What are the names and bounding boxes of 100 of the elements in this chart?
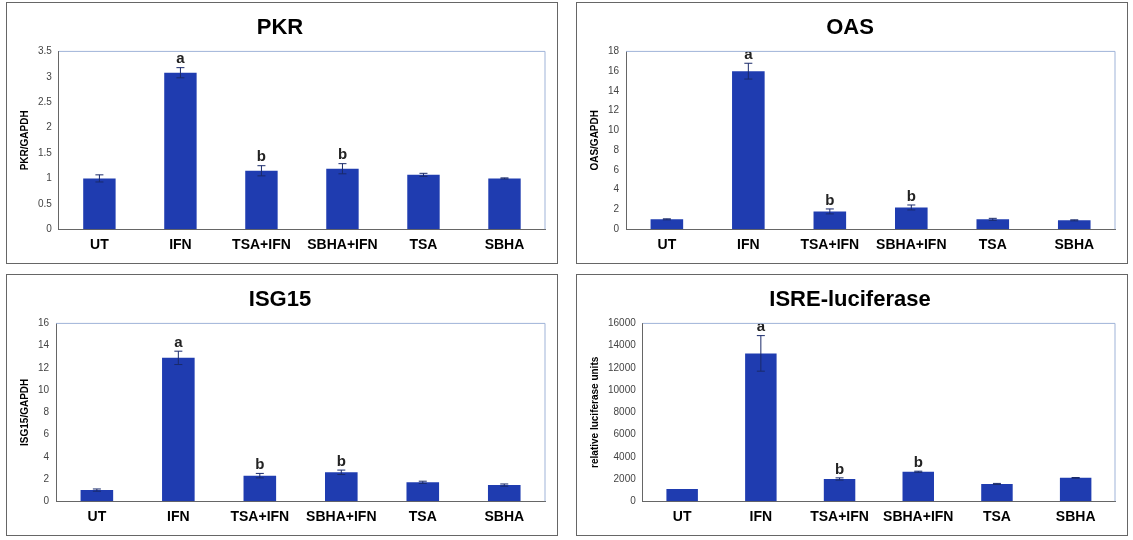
- x-tick-label: SBHA: [484, 508, 525, 525]
- x-tick-label: SBHA+IFN: [876, 236, 947, 253]
- y-tick-label: 6: [43, 428, 50, 440]
- x-tick-label: UT: [87, 508, 107, 525]
- chart-title: ISRE-luciferase: [769, 286, 931, 312]
- y-tick-label: 18: [608, 45, 620, 57]
- x-tick-label: SBHA: [484, 236, 525, 253]
- bar: [164, 72, 197, 230]
- bar: [666, 488, 698, 502]
- y-tick-label: 3: [46, 70, 53, 82]
- bar: [1059, 477, 1092, 502]
- x-tick-label: TSA: [978, 236, 1007, 253]
- y-tick-label: 16000: [608, 317, 637, 329]
- x-tick-label: SBHA+IFN: [883, 508, 954, 525]
- annotation: b: [336, 451, 346, 469]
- y-tick-label: 14: [38, 339, 50, 351]
- y-tick-label: 3.5: [38, 45, 53, 57]
- annotation: a: [176, 49, 186, 67]
- y-tick-label: 14: [608, 84, 620, 96]
- y-axis-title: relative luciferase units: [588, 356, 600, 468]
- x-tick-label: SBHA: [1054, 236, 1095, 253]
- bar: [981, 483, 1013, 502]
- annotation: b: [255, 455, 265, 473]
- bar: [487, 485, 521, 502]
- annotation: b: [256, 147, 267, 165]
- y-tick-label: 1: [46, 172, 53, 184]
- x-tick-label: SBHA+IFN: [306, 508, 377, 525]
- bar: [406, 482, 440, 502]
- y-tick-label: 0: [630, 494, 637, 506]
- bar: [823, 478, 856, 502]
- y-tick-label: 8: [43, 406, 50, 418]
- y-tick-label: 10000: [608, 383, 637, 395]
- y-tick-label: 8: [613, 143, 620, 155]
- x-tick-label: TSA+IFN: [230, 508, 290, 525]
- y-tick-label: 6000: [613, 428, 637, 440]
- x-tick-label: IFN: [167, 508, 190, 525]
- x-tick-label: TSA+IFN: [800, 236, 860, 253]
- x-tick-label: TSA+IFN: [810, 508, 869, 525]
- y-tick-label: 10: [38, 383, 50, 395]
- y-tick-label: 2.5: [38, 95, 53, 107]
- bar: [976, 219, 1010, 230]
- bar: [407, 174, 440, 230]
- y-tick-label: 2: [46, 121, 53, 133]
- bar: [488, 178, 521, 230]
- x-tick-label: SBHA: [1055, 508, 1096, 525]
- x-tick-label: TSA+IFN: [232, 236, 291, 253]
- y-tick-label: 2: [613, 203, 620, 215]
- y-tick-label: 2: [43, 472, 50, 484]
- bar: [325, 472, 358, 502]
- y-tick-label: 4: [43, 450, 50, 462]
- bar: [895, 207, 928, 230]
- bar: [732, 71, 765, 230]
- bar: [745, 353, 777, 502]
- x-tick-label: TSA: [982, 508, 1011, 525]
- annotation: a: [756, 317, 766, 335]
- y-tick-label: 0: [613, 222, 620, 234]
- y-tick-label: 14000: [608, 339, 637, 351]
- x-tick-label: UT: [672, 508, 692, 525]
- x-tick-label: IFN: [737, 236, 760, 253]
- chart-title: PKR: [256, 14, 304, 40]
- bar: [83, 178, 116, 230]
- y-tick-label: 16: [38, 317, 50, 329]
- y-axis-title: ISG15/GAPDH: [18, 378, 30, 446]
- annotation: b: [825, 190, 835, 208]
- bar: [326, 168, 359, 230]
- annotation: a: [744, 44, 754, 62]
- y-tick-label: 0.5: [38, 197, 53, 209]
- chart-title: OAS: [826, 14, 874, 40]
- bar: [650, 219, 684, 230]
- y-tick-label: 12: [38, 361, 50, 373]
- y-tick-label: 16: [608, 64, 620, 76]
- annotation: b: [337, 145, 348, 163]
- x-tick-label: UT: [657, 236, 677, 253]
- chart-title: ISG15: [248, 286, 312, 312]
- y-tick-label: 6: [613, 163, 620, 175]
- y-tick-label: 2000: [613, 472, 637, 484]
- x-tick-label: IFN: [749, 508, 773, 525]
- bar: [162, 357, 195, 502]
- bar: [902, 471, 934, 502]
- bar: [80, 490, 114, 502]
- annotation: b: [906, 186, 916, 204]
- y-tick-label: 8000: [613, 406, 637, 418]
- annotation: b: [834, 459, 845, 477]
- x-tick-label: UT: [90, 236, 110, 253]
- annotation: b: [913, 452, 923, 470]
- x-tick-label: TSA: [409, 236, 438, 253]
- y-axis-title: PKR/GAPDH: [18, 110, 30, 171]
- y-tick-label: 12: [608, 104, 620, 116]
- y-tick-label: 12000: [608, 361, 637, 373]
- bar: [245, 170, 278, 230]
- x-tick-label: SBHA+IFN: [307, 236, 378, 253]
- x-tick-label: IFN: [169, 236, 192, 253]
- y-tick-label: 0: [43, 494, 50, 506]
- annotation: a: [174, 332, 184, 350]
- x-tick-label: TSA: [408, 508, 437, 525]
- bar: [813, 211, 847, 230]
- bar: [1057, 220, 1091, 230]
- y-tick-label: 4: [613, 183, 620, 195]
- y-tick-label: 4000: [613, 450, 637, 462]
- bar: [243, 475, 277, 502]
